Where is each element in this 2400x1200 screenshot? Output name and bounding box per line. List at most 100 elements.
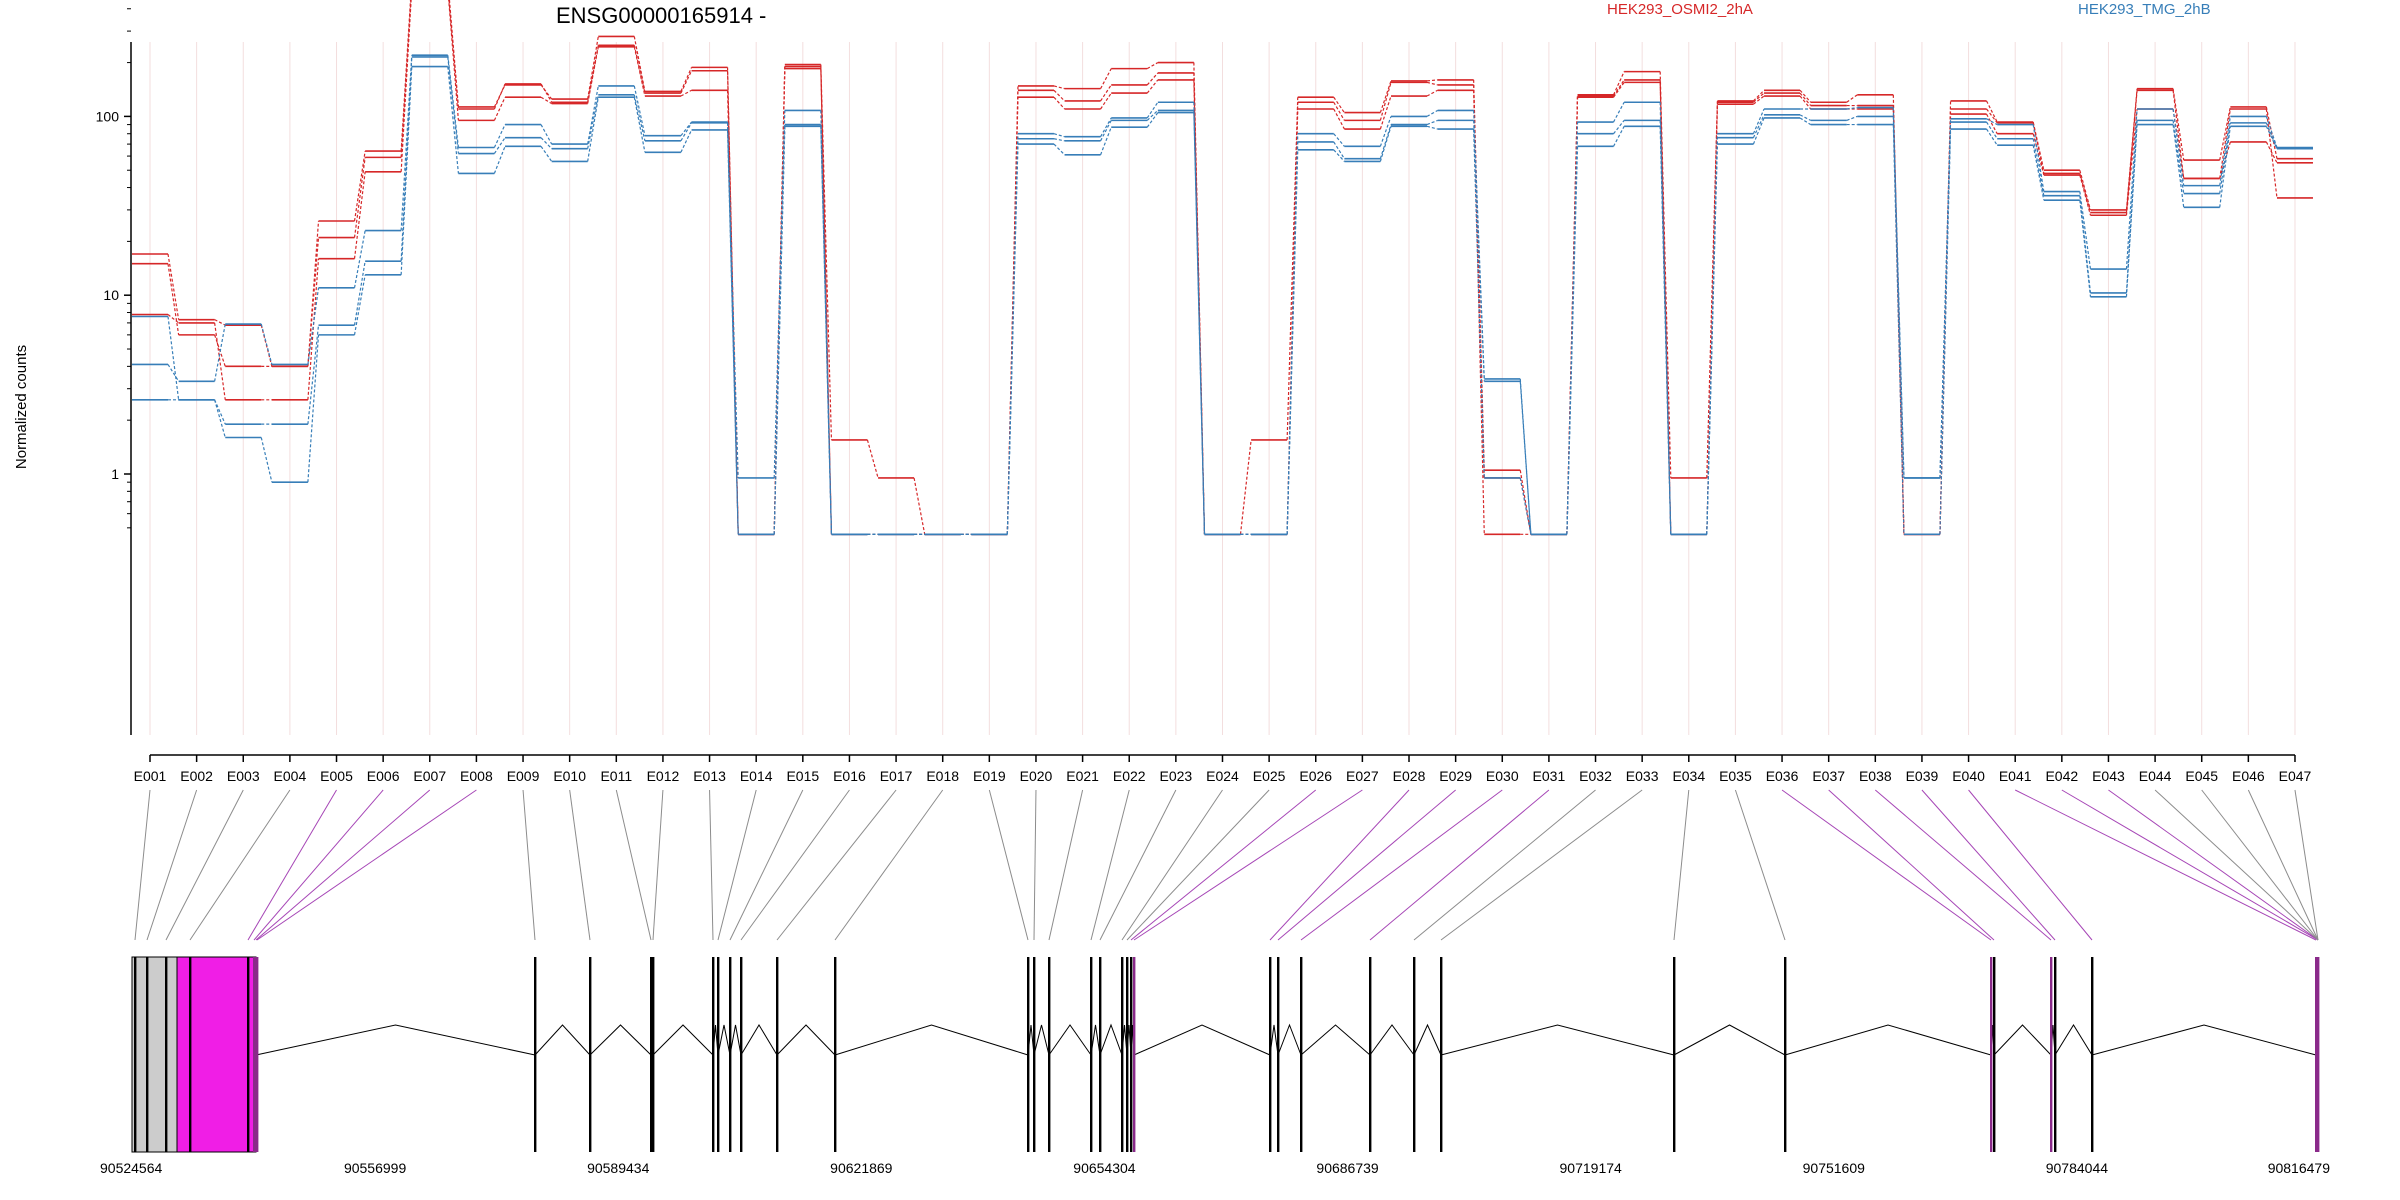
series-3-connector: [260, 323, 273, 365]
x-tick-label-E027: E027: [1346, 768, 1379, 784]
series-4-connector: [1473, 120, 1485, 382]
series-5-connector: [2125, 124, 2138, 297]
series-2-connector: [633, 46, 646, 97]
x-tick-label-E019: E019: [973, 768, 1006, 784]
series-0-connector: [1752, 89, 1765, 102]
series-4-connector: [1426, 119, 1438, 126]
series-1-connector: [167, 263, 180, 335]
connector-E045: [2201, 789, 2319, 941]
series-0-connector: [2079, 170, 2092, 211]
x-tick-label-E047: E047: [2279, 768, 2312, 784]
series-0-connector: [680, 67, 693, 92]
exon-bar: [834, 957, 837, 1152]
series-2-connector: [1986, 113, 1998, 135]
series-5-connector: [1939, 129, 1952, 535]
exon-bar: [729, 957, 732, 1152]
x-tick-label-E007: E007: [413, 768, 446, 784]
x-tick-label-E028: E028: [1393, 768, 1426, 784]
genomic-axis: 90524564 90556999 90589434 90621869 90654304…: [100, 1160, 2330, 1176]
series-4-connector: [1193, 110, 1206, 535]
exon-bar: [1121, 957, 1124, 1152]
series-0-connector: [1146, 62, 1159, 70]
intron-chevron: [1673, 1024, 1786, 1056]
connector-E011: [615, 789, 652, 941]
exon-bar: [717, 957, 720, 1152]
x-tick-label-E035: E035: [1719, 768, 1752, 784]
x-tick-label-E040: E040: [1952, 768, 1985, 784]
x-tick-label-E017: E017: [880, 768, 913, 784]
x-tick-label-E029: E029: [1439, 768, 1472, 784]
series-2-connector: [167, 314, 180, 324]
exon-bar: [534, 957, 537, 1152]
genomic-position-label: 90589434: [587, 1160, 650, 1176]
intron-chevron: [1277, 1023, 1302, 1056]
exon-bar: [712, 957, 715, 1152]
series-3-connector: [493, 124, 506, 148]
exon-bar: [589, 957, 592, 1152]
x-tick-label-E044: E044: [2139, 768, 2172, 784]
exon-bar: [652, 957, 655, 1152]
series-5-connector: [493, 146, 506, 174]
series-0-connector: [1706, 100, 1719, 478]
x-tick-label-E022: E022: [1113, 768, 1146, 784]
exon-bar: [2054, 957, 2057, 1152]
genomic-position-label: 90719174: [1560, 1160, 1623, 1176]
connector-E042: [2061, 789, 2319, 941]
series-1-connector: [1986, 108, 1998, 124]
connector-E025: [1126, 789, 1270, 941]
connector-E014: [717, 789, 757, 941]
connector-E005: [247, 789, 337, 941]
x-tick-label-E046: E046: [2232, 768, 2265, 784]
series-4-connector: [587, 94, 599, 149]
series-1-connector: [1146, 72, 1159, 86]
connector-E009: [522, 789, 536, 941]
connector-E041: [2014, 789, 2317, 941]
intron-chevron: [740, 1024, 778, 1056]
exon-bar: [146, 957, 149, 1152]
intron-chevron: [717, 1024, 731, 1056]
series-2-connector: [400, 0, 412, 172]
series-3-connector: [2172, 108, 2185, 186]
exon-bar: [189, 957, 192, 1152]
exon-bar: [134, 957, 137, 1152]
series-5-connector: [214, 399, 226, 438]
series-0-connector: [1612, 71, 1625, 96]
connector-E032: [1413, 789, 1596, 941]
x-tick-label-E024: E024: [1206, 768, 1239, 784]
series-0-connector: [1100, 68, 1112, 89]
x-tick-label-E045: E045: [2185, 768, 2218, 784]
x-tick-label-E011: E011: [600, 768, 632, 784]
series-4-connector: [493, 137, 506, 154]
series-1-connector: [1053, 89, 1066, 102]
exon-bar: [2091, 957, 2094, 1152]
exon-block-magenta: [176, 956, 257, 1153]
series-4-connector: [1986, 121, 1998, 140]
exon-bar: [1300, 957, 1303, 1152]
connector-E029: [1277, 789, 1456, 941]
series-0-connector: [214, 319, 226, 326]
series-5-connector: [1659, 126, 1672, 535]
intron-chevron: [2091, 1024, 2317, 1056]
series-2-connector: [1799, 95, 1812, 110]
exon-bar: [1126, 957, 1129, 1152]
series-2-connector: [1753, 95, 1765, 105]
series-3-connector: [2032, 124, 2045, 192]
connector-E031: [1369, 789, 1550, 941]
series-4-connector: [820, 124, 833, 535]
connector-E002: [146, 789, 198, 941]
series-1-connector: [1333, 101, 1345, 121]
series-5-connector: [447, 66, 460, 174]
series-0-connector: [1519, 470, 1532, 535]
series-4-connector: [540, 137, 553, 150]
series-5-connector: [1613, 126, 1625, 147]
connector-E016: [740, 789, 850, 941]
series-2-connector: [1100, 92, 1112, 110]
series-2-connector: [2265, 141, 2278, 164]
series-2-connector: [1333, 108, 1345, 130]
connector-E017: [776, 789, 897, 941]
series-1-connector: [307, 237, 320, 367]
connector-E039: [1921, 789, 2056, 941]
connector-E013: [709, 789, 714, 941]
series-4-connector: [1846, 115, 1858, 121]
series-0-connector: [307, 220, 320, 367]
